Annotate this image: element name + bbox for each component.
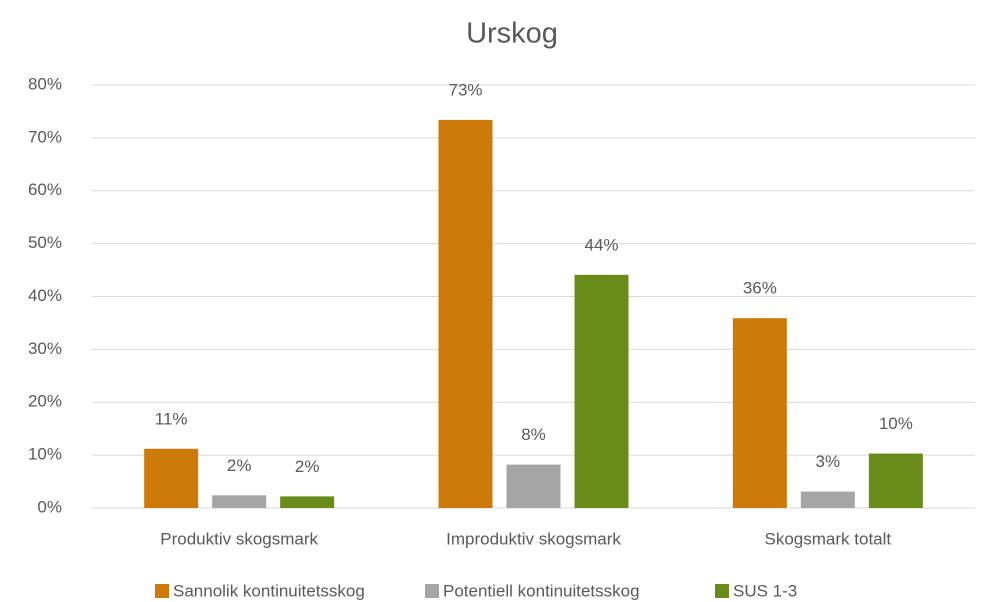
bar bbox=[732, 318, 787, 508]
y-tick-label: 80% bbox=[28, 74, 62, 93]
y-tick-label: 60% bbox=[28, 180, 62, 199]
y-tick-label: 10% bbox=[28, 445, 62, 464]
y-tick-label: 30% bbox=[28, 339, 62, 358]
data-label: 2% bbox=[295, 457, 320, 476]
legend-swatch bbox=[715, 584, 729, 598]
data-label: 3% bbox=[816, 452, 841, 471]
bar bbox=[868, 453, 923, 508]
legend-label: SUS 1-3 bbox=[733, 581, 797, 600]
bar bbox=[212, 495, 267, 508]
bar bbox=[144, 448, 199, 508]
bar bbox=[574, 274, 629, 508]
legend-swatch bbox=[425, 584, 439, 598]
legend-label: Sannolik kontinuitetsskog bbox=[173, 581, 365, 600]
data-label: 73% bbox=[448, 80, 482, 99]
x-tick-label: Produktiv skogsmark bbox=[160, 529, 318, 548]
data-label: 36% bbox=[743, 279, 777, 298]
bar bbox=[506, 464, 561, 508]
data-label: 10% bbox=[879, 414, 913, 433]
bar bbox=[280, 496, 335, 508]
y-tick-label: 20% bbox=[28, 392, 62, 411]
data-label: 11% bbox=[155, 409, 188, 428]
chart-title: Urskog bbox=[466, 18, 558, 50]
y-tick-label: 40% bbox=[28, 286, 62, 305]
y-tick-label: 50% bbox=[28, 233, 62, 252]
data-label: 8% bbox=[521, 425, 546, 444]
x-tick-label: Skogsmark totalt bbox=[765, 529, 892, 548]
data-label: 44% bbox=[584, 235, 618, 254]
bar bbox=[438, 119, 493, 509]
y-tick-label: 70% bbox=[28, 127, 62, 146]
y-tick-label: 0% bbox=[37, 497, 62, 516]
x-tick-label: Improduktiv skogsmark bbox=[446, 529, 621, 548]
data-label: 2% bbox=[227, 456, 252, 475]
legend-label: Potentiell kontinuitetsskog bbox=[443, 581, 640, 600]
legend-swatch bbox=[155, 584, 169, 598]
bar bbox=[800, 491, 855, 508]
